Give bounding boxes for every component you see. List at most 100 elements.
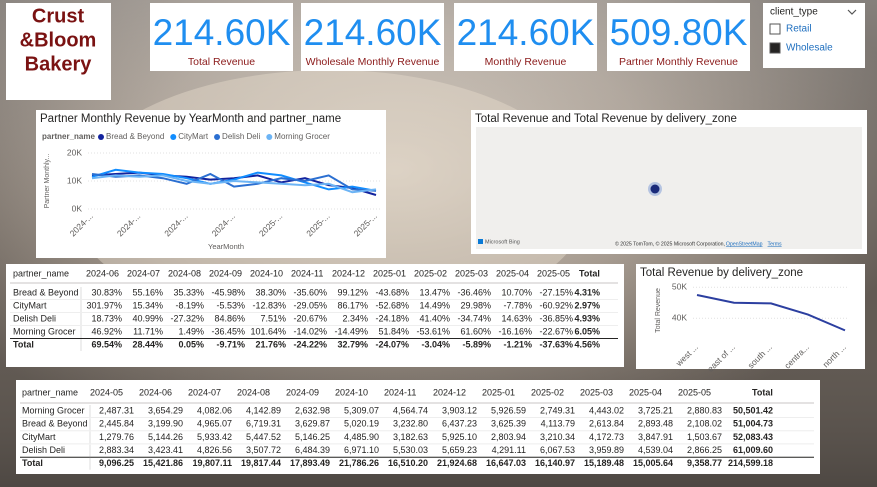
table-header: 2025-01 <box>373 268 406 278</box>
table-header: 2024-07 <box>188 387 221 397</box>
table-cell: 2,866.25 <box>687 445 722 455</box>
table-cell: 4.93% <box>574 313 600 323</box>
table-cell: 3,654.29 <box>148 405 183 415</box>
table-cell: 19,817.44 <box>241 458 281 468</box>
logo-text: &Bloom <box>20 29 97 51</box>
table-cell: 61.60% <box>460 326 491 336</box>
table-cell: 13.47% <box>419 287 450 297</box>
table-cell: -3.04% <box>421 339 450 349</box>
table-cell: 1,279.76 <box>99 432 134 442</box>
table-cell: 4.56% <box>574 339 600 349</box>
table-header: 2024-08 <box>237 387 270 397</box>
card-label: Total Revenue <box>188 56 255 68</box>
map-attribution-link[interactable]: OpenStreetMap <box>726 241 763 247</box>
table-cell: -36.46% <box>457 287 491 297</box>
table-cell: 1,503.67 <box>687 432 722 442</box>
table-cell: 2,883.34 <box>99 445 134 455</box>
table-cell: -14.49% <box>334 326 368 336</box>
table-cell: 4,142.89 <box>246 405 281 415</box>
table-cell: 86.17% <box>337 300 368 310</box>
table-cell: 4.31% <box>574 287 600 297</box>
table-cell: 1.49% <box>178 326 204 336</box>
table-header: 2025-02 <box>531 387 564 397</box>
table-header: 2025-04 <box>496 268 529 278</box>
table-cell: 5,926.59 <box>491 405 526 415</box>
table-header: 2024-08 <box>168 268 201 278</box>
table-row-label: CityMart <box>22 432 56 442</box>
table-header: partner_name <box>22 387 78 397</box>
table-cell: 15,189.48 <box>584 458 624 468</box>
table-cell: -8.19% <box>175 300 204 310</box>
table-cell: 4,082.06 <box>197 405 232 415</box>
table-cell: 6,484.39 <box>295 445 330 455</box>
table-cell: 4,113.79 <box>541 419 575 429</box>
table-cell: 3,199.90 <box>148 419 183 429</box>
table-cell: 99.12% <box>337 287 368 297</box>
slicer-checkbox[interactable] <box>769 42 781 54</box>
map-attribution: Microsoft Bing <box>485 239 520 245</box>
table-cell: 11.71% <box>133 326 163 336</box>
chart-title: Partner Monthly Revenue by YearMonth and… <box>40 113 341 125</box>
table-cell: -1.21% <box>503 339 532 349</box>
table-cell: 6,719.31 <box>246 419 281 429</box>
legend-label: CityMart <box>178 132 209 141</box>
table-cell: 4,485.90 <box>344 432 379 442</box>
table-cell: 3,182.63 <box>393 432 428 442</box>
slicer-panel <box>763 3 865 68</box>
slicer-item[interactable]: Retail <box>786 24 812 35</box>
table-cell: 2,632.98 <box>295 405 330 415</box>
table-cell: -37.63% <box>539 339 573 349</box>
slicer-checkbox[interactable] <box>769 23 781 35</box>
table-header: 2024-05 <box>90 387 123 397</box>
table-header: 2024-11 <box>291 268 323 278</box>
card-value: 214.60K <box>457 12 595 53</box>
table-cell: -24.18% <box>375 313 409 323</box>
chart-title: Total Revenue by delivery_zone <box>640 267 803 279</box>
table-cell: 17,893.49 <box>290 458 330 468</box>
table-cell: 21,786.26 <box>339 458 379 468</box>
table-cell: 301.97% <box>86 300 122 310</box>
table-cell: 6,971.10 <box>344 445 379 455</box>
y-tick-label: 0K <box>72 203 83 213</box>
table-header: 2025-02 <box>414 268 447 278</box>
table-header: 2025-03 <box>580 387 613 397</box>
table-panel <box>6 264 624 367</box>
table-cell: 5,659.23 <box>442 445 477 455</box>
table-cell: -53.61% <box>416 326 450 336</box>
table-cell: 2,108.02 <box>687 419 722 429</box>
table-cell: -16.16% <box>498 326 532 336</box>
card-value: 214.60K <box>153 12 291 53</box>
table-cell: 214,599.18 <box>728 458 773 468</box>
table-cell: 29.98% <box>460 300 491 310</box>
map-attribution-link[interactable]: Terms <box>768 241 783 247</box>
table-cell: 52,083.43 <box>733 432 773 442</box>
table-cell: 5,925.10 <box>442 432 477 442</box>
table-cell: -5.89% <box>462 339 491 349</box>
table-header: 2024-12 <box>433 387 466 397</box>
series-line <box>91 174 377 194</box>
table-cell: 46.92% <box>91 326 122 336</box>
slicer-item[interactable]: Wholesale <box>786 43 833 54</box>
card-label: Partner Monthly Revenue <box>619 56 738 68</box>
table-cell: 19,807.11 <box>192 458 232 468</box>
table-header: partner_name <box>13 268 69 278</box>
table-cell: -60.92% <box>539 300 573 310</box>
table-cell: 32.79% <box>337 339 368 349</box>
card <box>150 3 293 71</box>
legend-marker <box>214 134 221 140</box>
table-cell: -14.02% <box>293 326 327 336</box>
table-row-label: Bread & Beyond <box>22 419 88 429</box>
card-label: Monthly Revenue <box>485 56 567 68</box>
table-cell: -27.32% <box>170 313 204 323</box>
table-cell: 5,933.42 <box>197 432 232 442</box>
table-cell: 61,009.60 <box>733 445 773 455</box>
legend-label: Delish Deli <box>222 132 260 141</box>
table-cell: -36.45% <box>211 326 245 336</box>
x-axis-title: YearMonth <box>208 242 244 251</box>
table-cell: 14.63% <box>501 313 532 323</box>
y-tick-label: 10K <box>67 175 82 185</box>
table-cell: 15,421.86 <box>143 458 183 468</box>
table-header: 2025-04 <box>629 387 662 397</box>
table-cell: 40.99% <box>132 313 163 323</box>
slicer-chevron <box>847 9 857 15</box>
